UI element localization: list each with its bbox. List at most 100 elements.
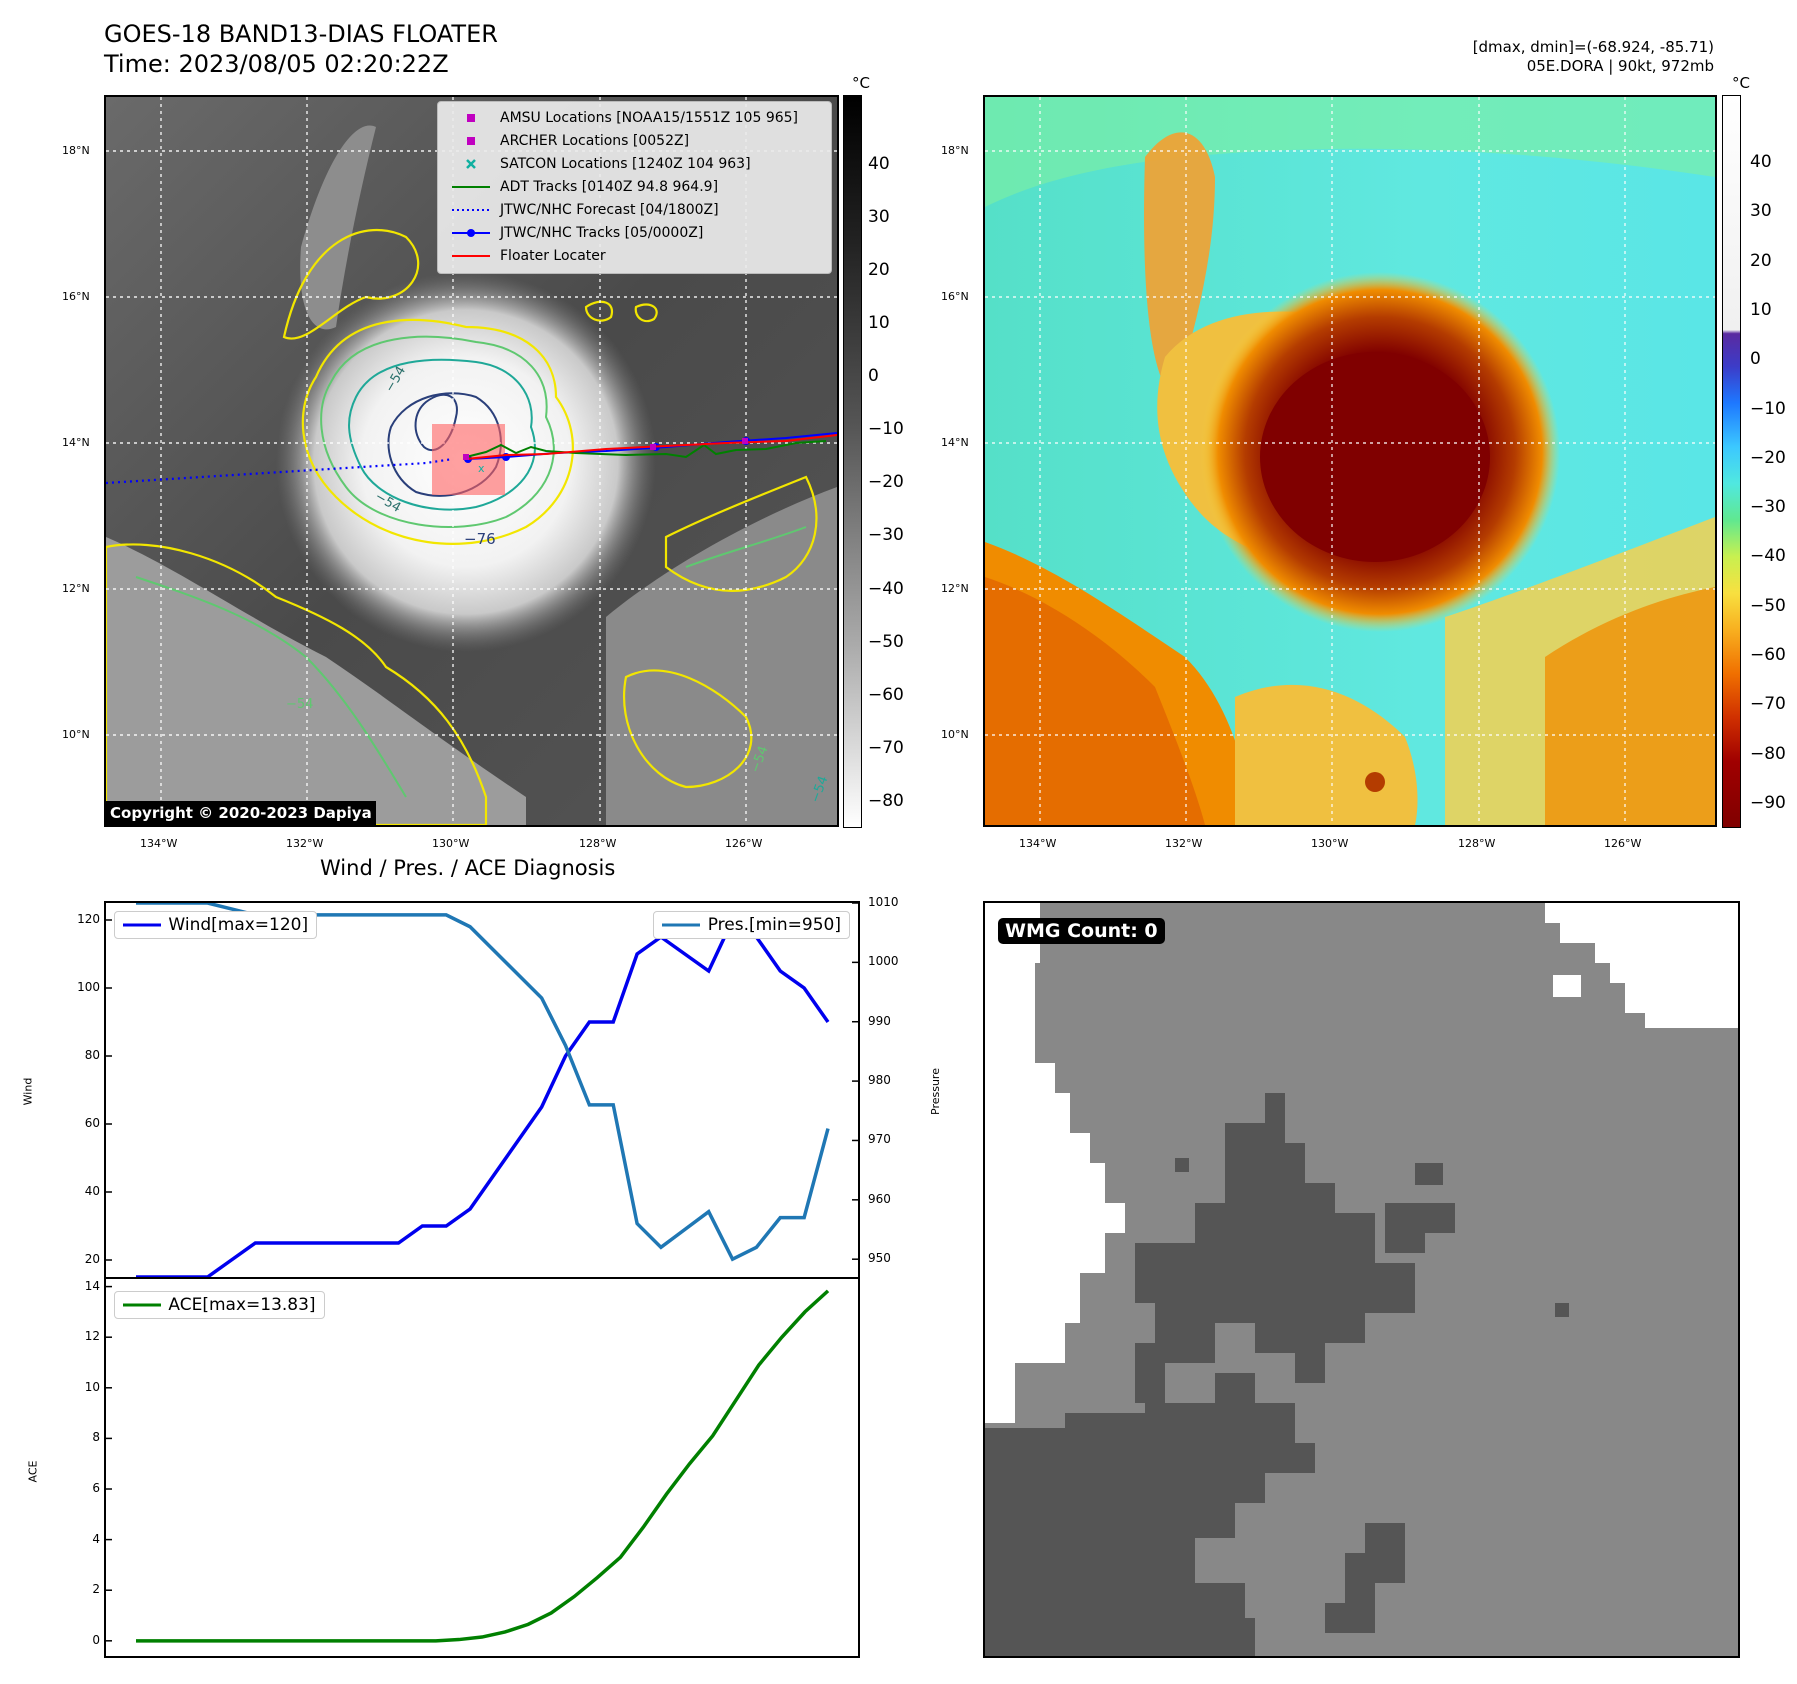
contour-label: −76 [464,530,496,548]
wind-legend: Wind[max=120] [114,911,318,939]
ace-tick-label: 10 [84,1379,100,1394]
lon-label: 132°W [286,837,324,850]
lat-label: 16°N [62,290,90,303]
colorbar-tick: −90 [1750,792,1786,813]
ace-series-line [136,1289,830,1643]
colorbar-tick: −40 [868,578,904,599]
colorbar-tick: 20 [1750,250,1772,271]
colorbar-tick: −10 [1750,398,1786,419]
colorbar-unit: °C [1732,74,1750,92]
lon-label: 126°W [1604,837,1642,850]
lat-label: 10°N [941,728,969,741]
colorbar-tick: −60 [868,684,904,705]
lon-label: 132°W [1165,837,1203,850]
pressure-axis-label: Pressure [928,1068,942,1115]
lon-label: 134°W [1019,837,1057,850]
ace-legend: ACE[max=13.83] [114,1291,325,1319]
colorbar-tick: −50 [1750,595,1786,616]
colorbar-tick: −50 [868,631,904,652]
diagnosis-title: Wind / Pres. / ACE Diagnosis [320,856,616,880]
ace-plot [106,1285,830,1643]
lon-label: 126°W [725,837,763,850]
wind-tick-label: 40 [84,1184,100,1198]
lon-label: 134°W [140,837,178,850]
ace-tick-label: 4 [92,1531,100,1546]
colorbar-unit: °C [852,74,870,92]
colorbar-tick: −80 [868,790,904,811]
x-marker-icon [450,158,492,170]
lat-label: 10°N [62,728,90,741]
line-icon [450,250,492,262]
wind-pressure-plot [106,903,858,1277]
storm-info: [dmax, dmin]=(-68.924, -85.71) 05E.DORA … [1473,38,1714,76]
colorbar-tick: −70 [1750,694,1786,715]
colorbar-tick: 10 [868,313,890,334]
ace-axis-label: ACE [26,1460,40,1483]
colorbar-tick: −80 [1750,743,1786,764]
lon-label: 130°W [432,837,470,850]
colorbar-left [843,95,862,828]
colorbar-tick: −20 [868,472,904,493]
colorbar-tick: −40 [1750,546,1786,567]
wind-tick-label: 60 [84,1116,100,1130]
copyright-badge: Copyright © 2020-2023 Dapiya [106,801,376,825]
wind-tick-label: 80 [84,1048,100,1062]
colorbar-tick: 0 [868,366,879,387]
colorbar-tick: −20 [1750,447,1786,468]
wind-pressure-axes: Wind[max=120] Pres.[min=950] [104,901,860,1279]
contour-label: −54 [286,697,314,712]
colorbar-tick: 30 [868,206,890,227]
figure-title: GOES-18 BAND13-DIAS FLOATER [104,20,498,48]
lat-label: 12°N [941,582,969,595]
ace-tick-label: 8 [92,1430,100,1445]
pressure-tick-label: 950 [868,1251,891,1266]
line-icon [662,923,701,927]
colorbar-tick: −70 [868,737,904,758]
lat-label: 14°N [941,436,969,449]
wmg-count-badge: WMG Count: 0 [998,918,1165,944]
colorbar-tick: 40 [1750,152,1772,173]
map-legend: AMSU Locations [NOAA15/1551Z 105 965] AR… [437,101,832,274]
ace-tick-label: 14 [84,1278,100,1293]
lat-label: 18°N [62,144,90,157]
pressure-tick-label: 1010 [868,895,899,909]
dotted-line-icon [450,204,492,216]
ace-tick-label: 2 [92,1582,100,1597]
colorbar-right [1722,95,1741,828]
line-dot-icon [450,227,492,239]
line-icon [123,923,161,927]
data-range: [dmax, dmin]=(-68.924, -85.71) [1472,38,1714,56]
wmg-panel: WMG Count: 0 [983,901,1740,1658]
ir-map-right [983,95,1717,827]
lon-label: 128°W [1458,837,1496,850]
pressure-tick-label: 970 [868,1132,891,1147]
figure-time: Time: 2023/08/05 02:20:22Z [104,50,449,78]
ace-axes: ACE[max=13.83] [104,1277,860,1658]
lon-label: 130°W [1311,837,1349,850]
lat-label: 12°N [62,582,90,595]
colorbar-tick: 10 [1750,300,1772,321]
line-icon [450,181,492,193]
ir-map-left: x −54 −54 −76 −54 −54 −54 Copyright © 20… [104,95,839,827]
wmg-grid [985,903,1738,1656]
enhanced-ir-imagery [985,97,1715,825]
pressure-legend: Pres.[min=950] [653,911,850,939]
colorbar-tick: −30 [1750,497,1786,518]
wind-tick-label: 120 [77,912,100,926]
pressure-tick-label: 960 [868,1191,891,1206]
ace-tick-label: 6 [92,1481,100,1495]
svg-text:x: x [478,462,485,475]
lat-label: 16°N [941,290,969,303]
pressure-tick-label: 990 [868,1013,891,1028]
pressure-tick-label: 1000 [868,954,899,969]
ace-tick-label: 0 [92,1632,100,1647]
colorbar-tick: 30 [1750,201,1772,222]
line-icon [123,1303,161,1307]
colorbar-tick: 20 [868,260,890,281]
wind-tick-label: 20 [84,1252,100,1266]
square-marker-icon [450,112,492,124]
pressure-tick-label: 980 [868,1073,891,1088]
pressure-series-line [136,903,830,1262]
colorbar-tick: 40 [868,153,890,174]
colorbar-tick: −30 [868,525,904,546]
